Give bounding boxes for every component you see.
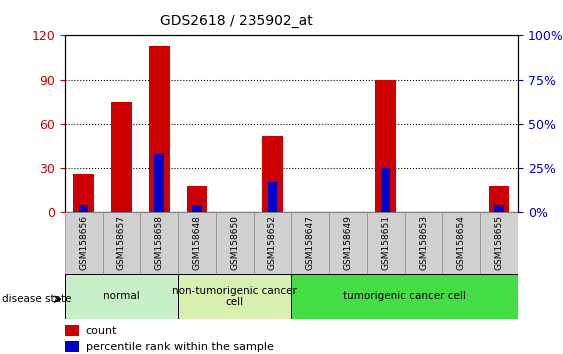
Bar [268, 182, 277, 212]
Text: tumorigenic cancer cell: tumorigenic cancer cell [343, 291, 466, 302]
Bar [192, 205, 202, 212]
Bar [73, 174, 94, 212]
Bar [65, 341, 79, 353]
Text: GSM158656: GSM158656 [79, 216, 88, 270]
Bar [376, 80, 396, 212]
Bar [216, 212, 253, 274]
Bar [102, 212, 140, 274]
Text: disease state: disease state [2, 294, 71, 304]
Text: GSM158649: GSM158649 [343, 216, 352, 270]
Text: non-tumorigenic cancer
cell: non-tumorigenic cancer cell [172, 286, 297, 307]
Bar [65, 274, 178, 319]
Bar [494, 205, 504, 212]
Bar [154, 154, 164, 212]
Text: GSM158653: GSM158653 [419, 216, 428, 270]
Bar [405, 212, 443, 274]
Text: GSM158654: GSM158654 [457, 216, 466, 270]
Text: percentile rank within the sample: percentile rank within the sample [86, 342, 274, 352]
Text: count: count [86, 326, 117, 336]
Bar [149, 46, 169, 212]
Bar [381, 168, 391, 212]
Text: GSM158658: GSM158658 [155, 216, 164, 270]
Bar [329, 212, 367, 274]
Bar [140, 212, 178, 274]
Bar [367, 212, 405, 274]
Bar [292, 212, 329, 274]
Bar [480, 212, 518, 274]
Bar [253, 212, 292, 274]
Bar [186, 186, 207, 212]
Text: normal: normal [103, 291, 140, 302]
Bar [489, 186, 510, 212]
Text: GSM158657: GSM158657 [117, 216, 126, 270]
Text: GSM158647: GSM158647 [306, 216, 315, 270]
Bar [443, 212, 480, 274]
Bar [65, 325, 79, 336]
Bar [178, 212, 216, 274]
Bar [262, 136, 283, 212]
Bar [79, 205, 88, 212]
Text: GSM158655: GSM158655 [494, 216, 503, 270]
Text: GSM158650: GSM158650 [230, 216, 239, 270]
Text: GSM158651: GSM158651 [381, 216, 390, 270]
Text: GSM158648: GSM158648 [193, 216, 202, 270]
Bar [178, 274, 292, 319]
Bar [111, 102, 132, 212]
Text: GSM158652: GSM158652 [268, 216, 277, 270]
Bar [292, 274, 518, 319]
Bar [65, 212, 102, 274]
Text: GDS2618 / 235902_at: GDS2618 / 235902_at [160, 14, 313, 28]
